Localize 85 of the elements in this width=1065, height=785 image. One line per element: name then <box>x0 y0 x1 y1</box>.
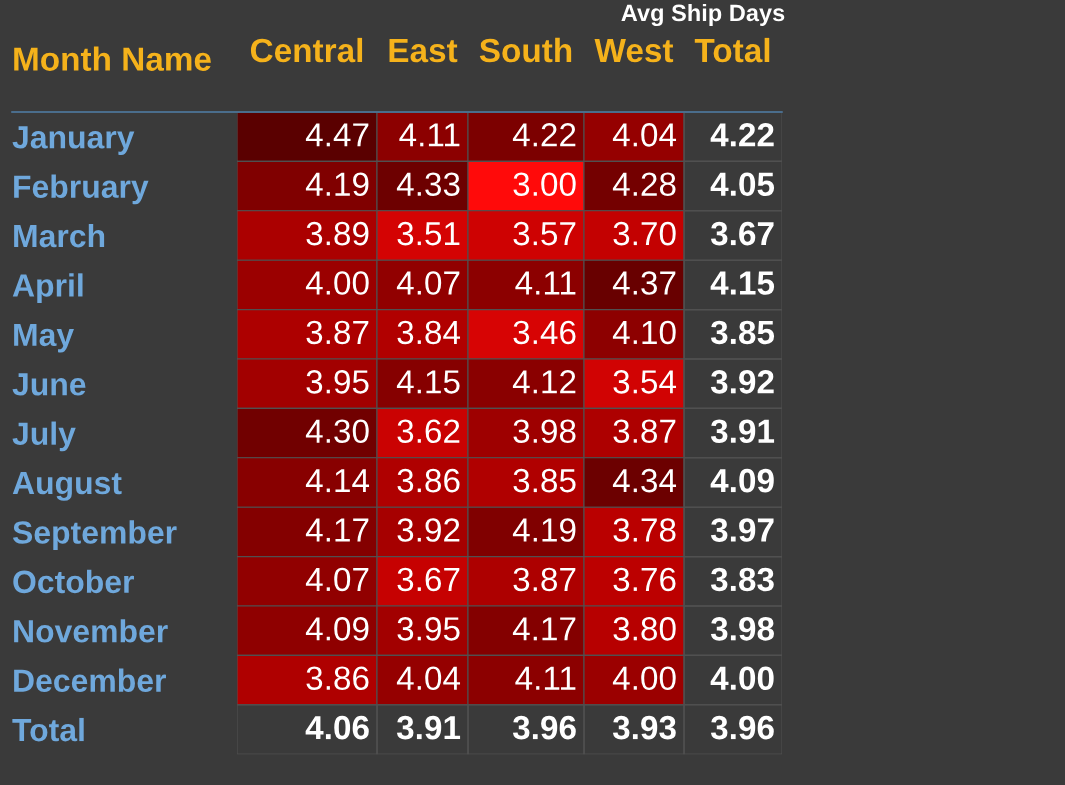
data-label: 3.86 <box>397 468 460 493</box>
data-label: 4.11 <box>399 123 460 147</box>
data-label: 4.09 <box>305 617 369 641</box>
y-tick-label: September <box>12 520 177 551</box>
data-label: 3.89 <box>306 221 369 246</box>
text: 4.00 <box>710 666 774 691</box>
x-tick-label: East <box>389 39 458 63</box>
data-label: 4.00 <box>612 666 676 691</box>
y-tick-label: January <box>12 126 135 155</box>
text: 4.15 <box>710 271 775 295</box>
y-tick-label: November <box>14 619 168 643</box>
data-label: 4.22 <box>512 123 576 147</box>
data-label: 3.76 <box>613 567 676 592</box>
text: 3.67 <box>710 221 774 246</box>
data-label: 3.85 <box>513 468 576 493</box>
x-tick-label: South <box>479 37 572 63</box>
data-label: 3.95 <box>397 617 460 641</box>
data-label: 3.80 <box>613 617 676 641</box>
y-tick-label: December <box>14 668 166 692</box>
data-label: 4.00 <box>305 271 369 295</box>
text: 3.97 <box>710 518 774 542</box>
data-label: 3.84 <box>397 320 461 345</box>
x-tick-label: Total <box>694 37 770 63</box>
text: 3.91 <box>396 715 461 740</box>
data-label: 3.92 <box>397 518 460 542</box>
data-label: 4.19 <box>305 172 369 197</box>
y-tick-label: August <box>12 472 122 501</box>
text: 3.96 <box>710 715 774 740</box>
data-label: 3.78 <box>613 518 676 542</box>
data-label: 4.37 <box>612 271 676 295</box>
data-label: 3.54 <box>613 370 677 394</box>
data-label: 4.17 <box>305 518 369 542</box>
data-label: 4.28 <box>612 172 676 197</box>
data-label: 4.10 <box>612 320 676 345</box>
text: 3.83 <box>710 567 774 592</box>
y-tick-label: February <box>14 174 149 205</box>
data-label: 4.47 <box>305 123 369 147</box>
y-tick-label: June <box>12 373 86 396</box>
data-label: 3.70 <box>613 221 676 246</box>
data-label: 3.86 <box>306 666 369 691</box>
data-label: 4.19 <box>512 518 576 542</box>
data-label: 4.11 <box>515 666 576 690</box>
data-label: 4.11 <box>515 271 576 295</box>
data-label: 4.14 <box>305 469 370 493</box>
data-label: 4.30 <box>305 419 369 444</box>
data-label: 4.34 <box>612 468 677 493</box>
data-label: 4.33 <box>396 172 460 197</box>
data-label: 3.46 <box>513 320 576 345</box>
y-tick-label: Total <box>12 717 84 742</box>
data-label: 4.12 <box>512 370 576 394</box>
data-label: 3.87 <box>613 419 676 444</box>
text: 4.09 <box>710 468 774 493</box>
data-label: 3.62 <box>397 419 460 444</box>
text: 3.85 <box>710 320 775 345</box>
data-label: 4.07 <box>305 567 369 592</box>
data-label: 3.51 <box>397 221 460 246</box>
data-label: 3.57 <box>513 221 576 246</box>
text: 3.91 <box>710 419 775 444</box>
y-axis-title: Month Name <box>14 46 211 71</box>
data-label: 3.00 <box>513 172 576 197</box>
y-tick-label: April <box>12 273 83 304</box>
y-tick-label: October <box>13 569 134 594</box>
y-tick-label: July <box>12 421 76 452</box>
text: 3.96 <box>512 715 576 740</box>
data-label: 3.95 <box>306 370 369 394</box>
text: 4.05 <box>710 172 775 197</box>
y-tick-label: March <box>14 223 105 248</box>
text: 3.92 <box>710 370 774 394</box>
x-tick-label: Central <box>250 37 363 63</box>
data-label: 3.87 <box>306 320 369 345</box>
data-label: 4.07 <box>396 271 460 295</box>
y-tick-label: May <box>14 323 74 353</box>
data-label: 3.87 <box>513 567 576 592</box>
data-label: 3.98 <box>513 419 576 444</box>
data-label: 4.15 <box>396 370 460 394</box>
data-label: 4.04 <box>396 666 461 691</box>
text: 3.98 <box>710 617 774 641</box>
chart-title: Avg Ship Days <box>621 3 785 27</box>
data-label: 4.17 <box>512 617 576 641</box>
data-label: 3.67 <box>397 567 460 592</box>
data-label: 4.04 <box>612 123 677 147</box>
x-tick-label: West <box>594 39 674 63</box>
text: 4.06 <box>305 715 369 740</box>
text: 3.93 <box>612 715 676 740</box>
text: 4.22 <box>710 123 774 147</box>
